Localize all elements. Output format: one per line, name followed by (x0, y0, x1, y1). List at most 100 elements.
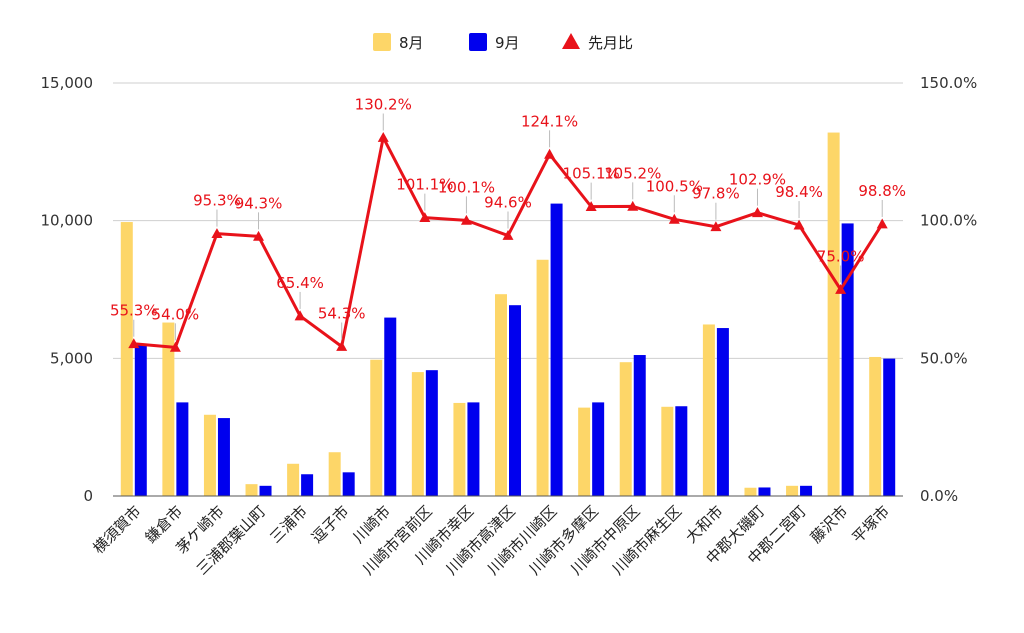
line-data-label: 105.2% (604, 164, 661, 182)
y-left-tick-label: 10,000 (41, 212, 94, 230)
line-data-label: 100.5% (646, 177, 703, 195)
bar-9月-三浦郡葉山町 (259, 485, 272, 496)
line-point-茅ケ崎市 (211, 228, 223, 239)
bar-8月-逗子市 (328, 452, 341, 496)
data-labels: 55.3%54.0% 95.3%94.3% 65.4% 54.3% 130.2% 101.… (110, 96, 906, 341)
legend-label: 8月 (399, 34, 424, 52)
line-data-label: 54.0% (152, 305, 200, 323)
bar-8月-川崎市中原区 (619, 362, 632, 496)
y-left-tick-label: 5,000 (50, 349, 93, 367)
legend: 8月 9月 先月比 (373, 33, 633, 52)
bar-9月-大和市 (716, 328, 729, 496)
line-point-横須賀市 (128, 338, 140, 349)
y-right-tick-label: 150.0% (920, 74, 977, 92)
legend-swatch-9月 (469, 33, 487, 51)
line-point-藤沢市 (835, 284, 847, 294)
bar-8月-三浦市 (287, 463, 300, 496)
bar-9月-川崎市幸区 (467, 402, 480, 496)
line-point-川崎市宮前区 (419, 212, 431, 223)
bar-9月-川崎市麻生区 (675, 406, 688, 496)
line-point-大和市 (710, 221, 722, 232)
bar-9月-逗子市 (342, 472, 355, 496)
line-point-平塚市 (876, 218, 888, 229)
bar-9月-川崎市高津区 (509, 305, 521, 496)
y-left-tick-label: 15,000 (41, 74, 94, 92)
line-point-中郡大磯町 (751, 207, 763, 218)
bar-9月-茅ケ崎市 (217, 418, 230, 496)
bar-8月-川崎市川崎区 (536, 259, 549, 496)
x-tick-label: 三浦市 (266, 502, 311, 547)
line-data-label: 94.3% (235, 194, 283, 212)
line-data-label: 105.1% (563, 165, 620, 183)
bar-8月-横須賀市 (120, 222, 133, 496)
line-point-川崎市幸区 (460, 214, 472, 225)
line-data-label: 75.0% (817, 248, 865, 266)
bar-9月-川崎市多摩区 (592, 402, 605, 496)
bar-8月-三浦郡葉山町 (245, 484, 258, 496)
line-data-label: 98.8% (858, 182, 906, 200)
x-tick-label: 平塚市 (848, 502, 893, 547)
bar-8月-川崎市高津区 (495, 294, 507, 496)
y-right-tick-label: 0.0% (920, 487, 958, 505)
bar-8月-茅ケ崎市 (203, 414, 216, 496)
bar-9月-三浦市 (301, 474, 314, 496)
line-point-川崎市 (377, 132, 389, 142)
bar-9月-川崎市宮前区 (425, 370, 438, 496)
legend-swatch-8月 (373, 33, 391, 51)
line-data-label: 101.1% (396, 176, 453, 194)
bar-8月-藤沢市 (827, 132, 840, 496)
line-point-三浦市 (294, 310, 306, 321)
line-series (128, 132, 888, 352)
line-先月比 (133, 136, 884, 349)
bar-9月-鎌倉市 (176, 402, 189, 496)
bar-8月-平塚市 (869, 356, 882, 496)
line-point-三浦郡葉山町 (253, 230, 265, 241)
line-point-川崎市高津区 (502, 230, 514, 240)
line-data-label: 97.8% (692, 185, 740, 203)
line-data-label: 100.1% (438, 178, 495, 196)
bar-9月-川崎市川崎区 (550, 203, 563, 496)
bar-8月-川崎市宮前区 (411, 372, 424, 496)
bar-8月-川崎市麻生区 (661, 406, 674, 496)
line-data-label: 55.3% (110, 302, 158, 320)
line-point-鎌倉市 (169, 341, 181, 352)
legend-label: 先月比 (588, 34, 633, 52)
line-point-川崎市多摩区 (585, 201, 597, 212)
bar-8月-鎌倉市 (162, 322, 175, 496)
line-data-label: 65.4% (276, 274, 324, 292)
bar-8月-中郡大磯町 (744, 487, 757, 496)
bar-8月-川崎市幸区 (453, 402, 466, 496)
line-data-label: 102.9% (729, 171, 786, 189)
line-point-川崎市川崎区 (544, 148, 556, 159)
y-left-tick-label: 0 (83, 487, 93, 505)
bar-9月-中郡二宮町 (800, 485, 813, 496)
line-data-label: 98.4% (775, 183, 823, 201)
line-point-川崎市麻生区 (668, 213, 680, 224)
bar-8月-川崎市多摩区 (578, 407, 591, 496)
bar-9月-平塚市 (883, 358, 896, 496)
bar-8月-大和市 (702, 324, 715, 496)
y-right-tick-label: 100.0% (920, 212, 977, 230)
bar-9月-横須賀市 (134, 344, 147, 496)
bar-9月-中郡大磯町 (758, 487, 771, 496)
bar-series (120, 132, 896, 497)
line-data-label: 124.1% (521, 112, 578, 130)
line-point-川崎市中原区 (627, 200, 639, 211)
line-data-label: 94.6% (484, 194, 532, 212)
x-tick-label: 逗子市 (308, 502, 353, 547)
legend-label: 9月 (495, 34, 520, 52)
bar-9月-川崎市中原区 (633, 355, 646, 496)
line-data-label: 130.2% (355, 96, 412, 114)
y-right-tick-label: 50.0% (920, 349, 968, 367)
line-data-label: 95.3% (193, 192, 241, 210)
bar-8月-中郡二宮町 (786, 485, 799, 496)
x-tick-label: 藤沢市 (807, 502, 852, 547)
line-point-中郡二宮町 (793, 219, 805, 230)
line-data-label: 54.3% (318, 304, 366, 322)
bar-9月-川崎市 (384, 317, 397, 496)
bar-8月-川崎市 (370, 359, 383, 496)
legend-swatch-先月比 (562, 33, 580, 49)
line-point-逗子市 (336, 340, 348, 351)
x-tick-label: 横須賀市 (89, 502, 144, 557)
